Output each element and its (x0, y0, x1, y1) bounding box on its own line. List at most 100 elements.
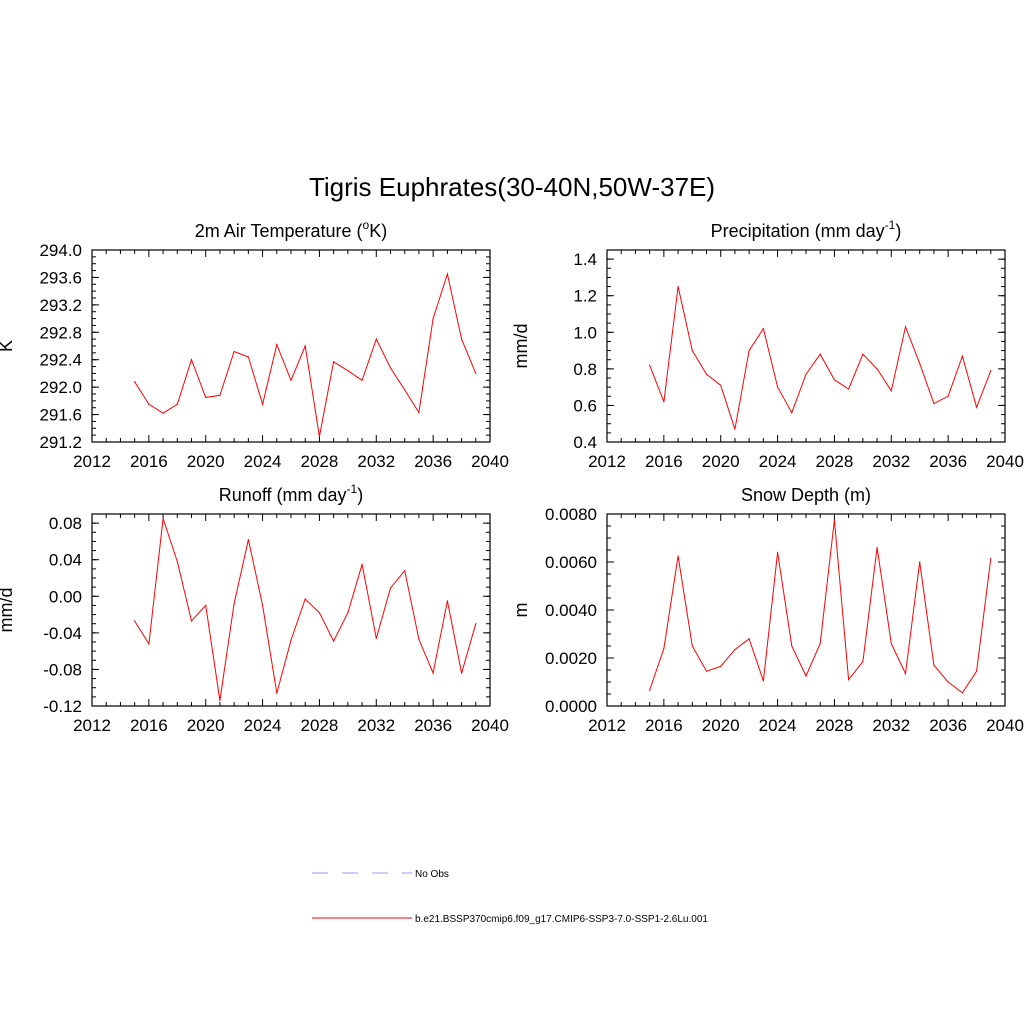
y-tick-label: 0.0040 (545, 601, 597, 620)
data-point (148, 403, 150, 405)
x-tick-label: 2024 (244, 452, 282, 471)
y-tick-label: 0.6 (573, 396, 597, 415)
data-point (460, 338, 463, 340)
data-point (475, 372, 477, 375)
data-point (890, 390, 892, 392)
x-tick-label: 2032 (357, 716, 395, 735)
data-point (990, 557, 992, 560)
data-point (862, 661, 864, 663)
data-point (190, 620, 193, 622)
x-tick-label: 2016 (645, 716, 683, 735)
x-tick-label: 2028 (301, 716, 339, 735)
data-point (333, 361, 335, 363)
data-point (663, 401, 665, 403)
x-tick-label: 2036 (414, 716, 452, 735)
legend: No Obs b.e21.BSSP370cmip6.f09_g17.CMIP6-S… (312, 869, 708, 925)
data-point (705, 670, 708, 672)
x-tick-label: 2032 (872, 716, 910, 735)
x-tick-label: 2040 (986, 716, 1024, 735)
y-tick-label: 0.00 (49, 587, 82, 606)
data-point (162, 517, 164, 520)
data-point (432, 672, 434, 674)
x-tick-label: 2024 (759, 452, 797, 471)
series-line (134, 518, 477, 701)
data-point (791, 412, 793, 414)
data-point (261, 604, 264, 607)
data-point (791, 645, 793, 647)
data-point (919, 561, 921, 563)
data-point (904, 673, 907, 675)
data-point (233, 603, 235, 605)
data-point (876, 368, 878, 370)
y-axis-label: mm/d (0, 588, 16, 633)
data-point (276, 692, 278, 694)
series-line (134, 272, 477, 437)
y-tick-label: 292.8 (39, 323, 82, 342)
x-tick-label: 2020 (187, 716, 225, 735)
x-tick-label: 2032 (357, 452, 395, 471)
x-tick-label: 2032 (872, 452, 910, 471)
data-point (890, 643, 892, 645)
data-point (162, 412, 164, 414)
data-point (304, 598, 306, 600)
x-tick-label: 2016 (130, 716, 168, 735)
y-tick-label: 291.2 (39, 433, 82, 452)
data-point (961, 355, 963, 357)
y-axis-label: m (511, 603, 531, 618)
x-tick-label: 2040 (471, 452, 509, 471)
data-point (347, 612, 349, 614)
y-tick-label: 291.6 (39, 406, 82, 425)
x-tick-label: 2024 (244, 716, 282, 735)
x-tick-label: 2040 (986, 452, 1024, 471)
panel-title: 2m Air Temperature (oK) (195, 218, 387, 241)
x-tick-label: 2036 (929, 716, 967, 735)
x-tick-label: 2040 (471, 716, 509, 735)
data-point (748, 349, 750, 352)
data-point (947, 681, 949, 683)
data-point (446, 273, 448, 275)
data-point (389, 367, 392, 369)
x-tick-label: 2020 (702, 716, 740, 735)
data-point (776, 551, 779, 554)
y-tick-label: 0.4 (573, 433, 597, 452)
data-point (460, 672, 463, 674)
x-tick-label: 2036 (414, 452, 452, 471)
y-tick-label: 292.4 (39, 351, 82, 370)
x-tick-label: 2024 (759, 716, 797, 735)
data-point (176, 403, 178, 405)
x-tick-label: 2020 (702, 452, 740, 471)
data-point (375, 637, 377, 639)
data-point (361, 379, 363, 381)
y-tick-label: 292.0 (39, 378, 82, 397)
data-point (205, 604, 207, 607)
y-tick-label: 294.0 (39, 241, 82, 260)
data-point (261, 403, 264, 405)
plot-frame (606, 249, 1006, 443)
data-point (805, 675, 807, 677)
data-point (418, 411, 420, 414)
x-tick-label: 2016 (645, 452, 683, 471)
data-point (961, 692, 963, 694)
plot-frame (91, 513, 491, 707)
data-point (649, 689, 651, 692)
data-point (432, 317, 434, 320)
data-point (404, 570, 406, 572)
data-point (290, 639, 292, 641)
data-point (947, 395, 949, 397)
x-tick-label: 2036 (929, 452, 967, 471)
data-point (933, 664, 935, 666)
x-tick-label: 2016 (130, 452, 168, 471)
x-tick-label: 2020 (187, 452, 225, 471)
data-point (247, 539, 249, 541)
data-point (247, 356, 249, 358)
data-point (819, 353, 821, 355)
y-tick-label: 1.2 (573, 287, 597, 306)
data-point (819, 643, 821, 645)
x-tick-label: 2012 (588, 452, 626, 471)
data-point (833, 379, 836, 381)
data-point (375, 338, 377, 340)
figure-title: Tigris Euphrates(30-40N,50W-37E) (309, 172, 715, 202)
chart-panels: 2012 2016 2020 2024 2028 2032 2036 2040 291.2 291… (0, 218, 1024, 735)
x-tick-label: 2028 (816, 452, 854, 471)
legend-label: b.e21.BSSP370cmip6.f09_g17.CMIP6-SSP3-7.… (415, 914, 708, 925)
